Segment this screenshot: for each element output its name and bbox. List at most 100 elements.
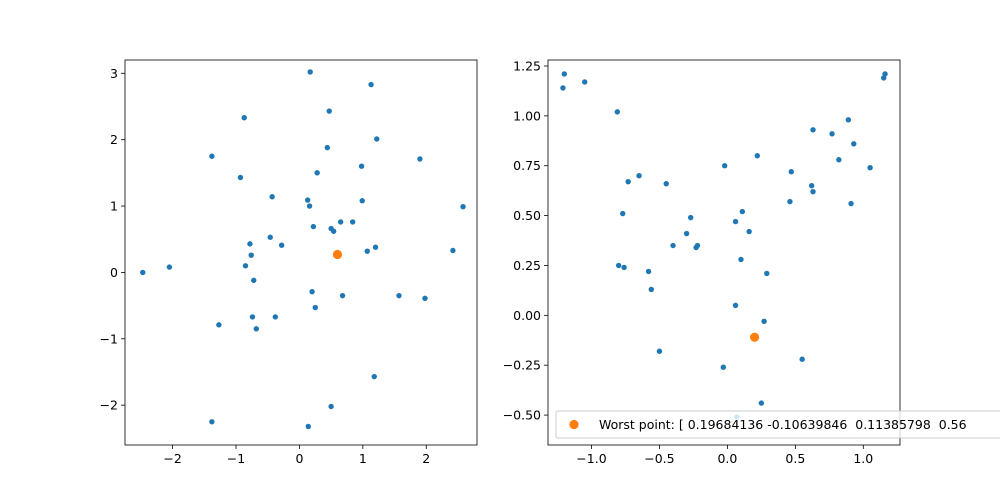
x-tick-label: −1 (227, 451, 245, 466)
data-point (621, 264, 627, 271)
data-point (140, 269, 146, 276)
highlight-point (332, 249, 343, 260)
data-point (314, 170, 320, 176)
data-point (683, 230, 690, 237)
x-tick-label: −1.0 (576, 451, 606, 466)
data-point (166, 264, 173, 270)
x-tick-label: 0 (295, 451, 303, 466)
data-point (307, 69, 313, 75)
data-point (328, 403, 334, 410)
data-point (310, 223, 317, 230)
data-point (758, 400, 765, 406)
data-point (358, 163, 365, 169)
data-point (417, 156, 423, 162)
data-point (732, 302, 739, 309)
data-point (364, 248, 370, 254)
x-tick-label: 0.0 (717, 451, 737, 466)
y-tick-label: 1 (110, 199, 118, 214)
legend-label: Worst point: [ 0.19684136 -0.10639846 0.… (599, 417, 967, 432)
data-point (645, 268, 652, 275)
data-point (761, 318, 767, 325)
points-layer (560, 71, 888, 420)
data-point (349, 219, 356, 225)
points-layer (140, 69, 466, 430)
data-point (209, 153, 215, 159)
data-point (209, 419, 215, 425)
data-point (237, 174, 244, 181)
x-tick-label: 2 (422, 451, 430, 466)
data-point (721, 163, 728, 169)
data-point (808, 182, 815, 189)
data-point (312, 304, 318, 311)
x-tick-label: 0.5 (785, 451, 805, 466)
y-tick-label: −0.50 (503, 408, 541, 423)
y-tick-label: 2 (110, 132, 118, 147)
data-point (867, 165, 873, 171)
data-point (799, 356, 805, 362)
data-point (396, 292, 402, 299)
y-tick-label: 0 (110, 265, 118, 280)
data-point (278, 242, 285, 248)
data-point (754, 153, 760, 159)
data-point (359, 198, 365, 204)
data-point (746, 228, 752, 235)
data-point (249, 314, 256, 320)
data-point (251, 277, 257, 284)
data-point (670, 242, 676, 249)
data-point (663, 180, 669, 187)
axes-frame (547, 59, 901, 446)
data-point (688, 214, 694, 221)
data-point (636, 172, 642, 179)
y-tick-label: 1.00 (513, 108, 541, 123)
data-point (882, 71, 888, 77)
data-point (581, 79, 588, 85)
data-point (648, 286, 654, 293)
y-tick-label: 0.50 (513, 208, 541, 223)
data-point (339, 292, 346, 299)
data-point (272, 314, 279, 320)
data-point (720, 364, 727, 370)
x-tick-label: 1.0 (853, 451, 873, 466)
y-tick-label: −2 (100, 398, 118, 413)
data-point (216, 322, 222, 328)
data-point (625, 178, 631, 185)
data-point (836, 157, 842, 163)
data-point (337, 219, 344, 225)
y-tick-label: −1 (100, 331, 118, 346)
y-tick-label: 0.25 (513, 258, 541, 273)
data-point (330, 228, 337, 234)
data-point (787, 198, 793, 205)
right-scatter-plot: −1.0 −0.5 0.0 0.5 1.0 −0.50 −0.25 0.00 0.25 0.50 0… (503, 58, 1000, 466)
data-point (810, 127, 816, 133)
data-point (324, 144, 331, 151)
data-point (374, 136, 380, 142)
data-point (732, 218, 739, 225)
data-point (326, 108, 332, 114)
data-point (267, 234, 273, 240)
data-point (694, 242, 701, 249)
data-point (248, 252, 254, 258)
data-point (851, 141, 857, 147)
data-point (845, 117, 852, 123)
data-point (304, 197, 311, 203)
data-point (764, 270, 770, 277)
data-point (269, 194, 275, 200)
data-point (561, 71, 568, 77)
data-point (614, 109, 621, 115)
data-point (810, 188, 816, 195)
x-tick-label: −0.5 (644, 451, 674, 466)
data-point (615, 262, 622, 269)
legend: Worst point: [ 0.19684136 -0.10639846 0.… (555, 410, 1000, 439)
data-point (460, 203, 466, 210)
data-point (656, 348, 663, 354)
y-tick-label: 1.25 (513, 58, 541, 73)
data-point (848, 200, 854, 207)
data-point (309, 288, 315, 295)
data-point (450, 247, 456, 254)
data-point (371, 373, 377, 380)
data-point (306, 203, 313, 209)
data-point (372, 244, 379, 250)
data-point (241, 115, 247, 121)
data-point (422, 295, 428, 302)
